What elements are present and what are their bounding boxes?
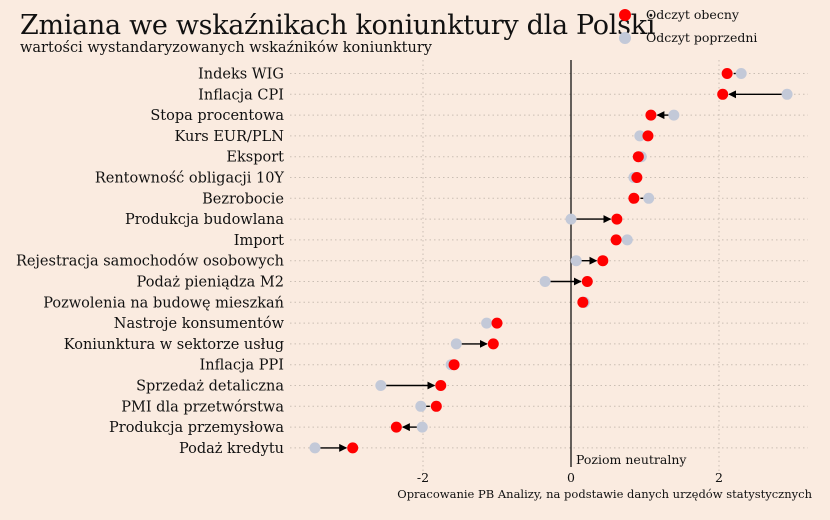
previous-dot — [450, 338, 462, 350]
category-label: PMI dla przetwórstwa — [121, 399, 284, 415]
previous-dot — [621, 234, 633, 246]
current-dot — [448, 359, 460, 371]
previous-dot — [375, 380, 387, 391]
current-dot — [642, 130, 654, 142]
category-label: Inflacja PPI — [200, 358, 285, 374]
current-dot — [721, 68, 733, 79]
category-label: Rejestracja samochodów osobowych — [16, 254, 284, 270]
current-dot — [581, 276, 593, 287]
previous-dot — [481, 317, 493, 329]
chart-caption: Opracowanie PB Analizy, na podstawie dan… — [397, 487, 812, 501]
current-dot — [390, 421, 402, 433]
current-dot — [632, 151, 644, 163]
category-label: Nastroje konsumentów — [114, 316, 285, 332]
category-label: Eksport — [226, 150, 284, 166]
legend-label-previous: Odczyt poprzedni — [646, 30, 758, 45]
previous-dot — [643, 192, 655, 204]
x-tick-label: 2 — [715, 470, 723, 485]
category-label: Stopa procentowa — [150, 108, 284, 124]
current-dot — [631, 172, 643, 183]
reference-line-label: Poziom neutralny — [576, 452, 687, 467]
current-dot — [611, 213, 623, 225]
previous-dot — [668, 109, 680, 121]
category-label: Import — [234, 233, 284, 249]
category-label: Sprzedaż detaliczna — [136, 379, 284, 395]
chart-subtitle: wartości wystandaryzowanych wskaźników k… — [20, 40, 432, 56]
current-dot — [491, 317, 503, 329]
chart-title: Zmiana we wskaźnikach koniunktury dla Po… — [20, 10, 656, 41]
category-label: Podaż pieniądza M2 — [137, 275, 284, 291]
category-label: Podaż kredytu — [179, 441, 284, 457]
previous-dot — [781, 88, 793, 100]
x-tick-label: -2 — [417, 470, 429, 485]
current-dot — [597, 255, 609, 267]
category-label: Produkcja budowlana — [125, 212, 284, 228]
previous-dot — [415, 400, 427, 412]
current-dot — [435, 380, 447, 391]
current-dot — [717, 88, 729, 100]
previous-dot — [309, 442, 321, 454]
category-label: Kurs EUR/PLN — [174, 129, 284, 145]
previous-dot — [735, 68, 747, 79]
x-tick-label: 0 — [567, 470, 575, 485]
category-label: Rentowność obligacji 10Y — [95, 171, 285, 187]
previous-dot — [539, 276, 551, 287]
current-dot — [347, 442, 359, 454]
category-label: Produkcja przemysłowa — [109, 420, 284, 436]
category-label: Inflacja CPI — [198, 87, 284, 103]
current-dot — [628, 192, 640, 204]
current-dot — [577, 296, 589, 308]
previous-dot — [416, 421, 428, 433]
current-dot — [430, 400, 442, 412]
legend-item-current: Odczyt obecny — [614, 3, 757, 26]
category-label: Bezrobocie — [202, 191, 284, 207]
category-label: Pozwolenia na budowę mieszkań — [43, 295, 284, 311]
legend: Odczyt obecny Odczyt poprzedni — [614, 3, 757, 49]
current-dot — [610, 234, 622, 246]
current-dot — [487, 338, 499, 350]
legend-label-current: Odczyt obecny — [646, 7, 739, 22]
legend-item-previous: Odczyt poprzedni — [614, 26, 757, 49]
current-dot — [645, 109, 657, 121]
category-label: Koniunktura w sektorze usług — [64, 337, 284, 353]
legend-marker-current — [619, 8, 631, 21]
legend-marker-previous — [619, 31, 631, 44]
previous-dot — [565, 213, 577, 225]
previous-dot — [634, 130, 646, 142]
previous-dot — [570, 255, 582, 267]
category-label: Indeks WIG — [198, 67, 284, 83]
